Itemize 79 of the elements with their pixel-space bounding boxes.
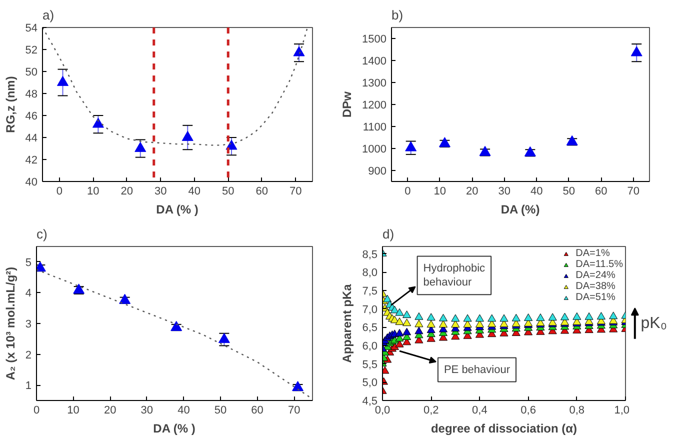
x-tick-label: 30 xyxy=(498,186,511,198)
y-tick-label: 46 xyxy=(25,110,38,122)
y-tick-label: 4 xyxy=(25,288,32,300)
x-tick-label: 20 xyxy=(104,404,116,416)
y-tick-label: 1500 xyxy=(362,34,387,46)
x-tick-label: 60 xyxy=(595,186,608,198)
x-tick-label: 0,4 xyxy=(472,404,488,416)
y-tick-label: 7,0 xyxy=(362,304,378,316)
x-tick-label: 60 xyxy=(256,186,268,198)
annotation: Hydrophobic behaviour xyxy=(423,262,486,289)
y-tick-label: 1300 xyxy=(362,78,387,90)
x-axis-title: degree of dissociation (α) xyxy=(430,422,578,436)
legend-label: DA=1% xyxy=(576,248,610,259)
x-tick-label: 60 xyxy=(251,404,264,416)
legend-label: DA=11.5% xyxy=(576,259,623,270)
chart-title: b) xyxy=(392,8,404,22)
x-tick-label: 0,6 xyxy=(520,404,536,416)
x-axis-title: DA (%) xyxy=(500,202,540,216)
x-tick-label: 40 xyxy=(188,186,201,198)
x-tick-label: 10 xyxy=(434,186,446,198)
x-tick-label: 40 xyxy=(178,404,190,416)
x-axis-title: DA (% ) xyxy=(153,422,196,436)
y-tick-label: 2 xyxy=(25,349,32,362)
y-tick-label: 42 xyxy=(25,154,38,166)
y-tick-label: 48 xyxy=(25,88,38,100)
y-tick-label: 50 xyxy=(25,66,38,78)
x-tick-label: 10 xyxy=(87,186,100,198)
y-tick-label: 40 xyxy=(25,176,38,188)
y-axis-title: Apparent pKa xyxy=(340,284,354,363)
x-tick-label: 1,0 xyxy=(614,404,630,416)
y-tick-label: 5,5 xyxy=(362,358,378,371)
y-tick-label: 52 xyxy=(25,44,38,56)
y-tick-label: 1000 xyxy=(362,144,387,156)
x-tick-label: 70 xyxy=(288,404,300,416)
x-tick-label: 20 xyxy=(120,186,134,198)
y-tick-label: 1200 xyxy=(362,100,387,112)
y-axis-title: A₂ (x 10³ mol.mL/g²) xyxy=(3,266,18,380)
annotation: PE behaviour xyxy=(444,364,510,376)
y-tick-label: 1 xyxy=(25,380,32,392)
y-tick-label: 6,5 xyxy=(362,322,378,334)
chart-title: d) xyxy=(382,226,394,242)
x-tick-label: 10 xyxy=(67,404,80,416)
chart-title: c) xyxy=(36,226,48,242)
y-tick-label: 1100 xyxy=(362,122,386,134)
y-tick-label: 6,0 xyxy=(362,340,378,352)
x-tick-label: 50 xyxy=(222,186,234,198)
x-tick-label: 0 xyxy=(56,186,62,198)
x-axis-title: DA (% ) xyxy=(156,202,198,216)
x-tick-label: 50 xyxy=(214,404,227,416)
x-tick-label: 0 xyxy=(33,404,40,416)
x-tick-label: 40 xyxy=(530,186,543,198)
legend-label: DA=24% xyxy=(576,270,616,281)
y-tick-label: 8,0 xyxy=(362,267,378,280)
y-tick-label: 7,5 xyxy=(362,286,378,298)
x-tick-label: 0,8 xyxy=(569,404,585,416)
legend-label: DA=51% xyxy=(576,292,616,303)
x-tick-label: 30 xyxy=(140,404,154,416)
y-tick-label: 44 xyxy=(25,132,38,144)
y-tick-label: 1400 xyxy=(362,56,387,68)
y-tick-label: 5,0 xyxy=(362,377,378,390)
x-tick-label: 70 xyxy=(627,186,640,198)
x-tick-label: 20 xyxy=(466,186,478,198)
x-tick-label: 30 xyxy=(154,186,167,198)
legend-label: DA=38% xyxy=(576,281,616,292)
x-tick-label: 70 xyxy=(290,186,302,198)
y-tick-label: 900 xyxy=(368,166,387,178)
x-tick-label: 50 xyxy=(562,186,576,198)
x-tick-label: 0 xyxy=(404,186,411,198)
chart-title: a) xyxy=(42,8,54,22)
y-tick-label: 54 xyxy=(25,22,38,34)
text: pK₀ xyxy=(640,315,667,332)
y-tick-label: 8,5 xyxy=(362,248,378,261)
x-tick-label: 0,0 xyxy=(374,404,390,416)
y-tick-label: 3 xyxy=(25,318,32,330)
y-tick-label: 4,5 xyxy=(362,396,378,408)
x-tick-label: 0,2 xyxy=(423,404,439,416)
y-axis-title: DPw xyxy=(340,90,354,118)
y-tick-label: 5 xyxy=(25,256,32,269)
y-axis-title: RG,z (nm) xyxy=(3,76,18,133)
